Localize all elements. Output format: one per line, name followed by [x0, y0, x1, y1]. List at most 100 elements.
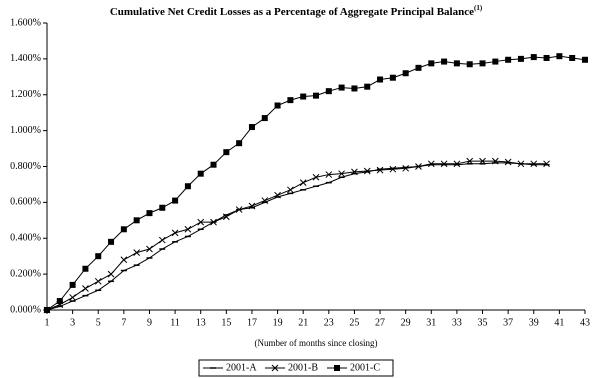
point-marker [44, 307, 50, 313]
x-tick-label: 37 [503, 317, 513, 328]
y-tick-label: 1.600% [10, 17, 41, 28]
point-marker [69, 294, 76, 301]
point-marker [415, 64, 422, 71]
point-marker [389, 74, 396, 81]
point-marker [271, 364, 279, 372]
point-marker [299, 179, 307, 186]
point-marker [172, 197, 179, 204]
x-tick-label: 43 [580, 317, 590, 328]
point-marker [351, 168, 358, 176]
y-tick-label: 0.000% [10, 304, 41, 315]
point-marker [505, 56, 512, 63]
point-marker [210, 161, 217, 168]
point-marker [517, 55, 524, 62]
series-line [46, 160, 547, 311]
x-tick-label: 31 [426, 317, 436, 328]
point-marker [133, 217, 140, 224]
point-marker [120, 256, 128, 264]
point-marker [569, 54, 576, 61]
x-tick-label: 33 [452, 317, 462, 328]
point-marker [274, 191, 281, 199]
y-tick-label: 1.200% [10, 89, 41, 100]
x-tick-label: 13 [196, 317, 206, 328]
point-marker [210, 218, 217, 226]
x-tick-label: 5 [96, 317, 101, 328]
point-marker [94, 277, 102, 285]
legend-label: 2001-A [226, 362, 257, 373]
point-marker [582, 56, 588, 63]
point-marker [492, 58, 499, 65]
point-marker [287, 97, 294, 104]
point-marker [491, 157, 499, 165]
point-marker [334, 365, 340, 371]
point-marker [376, 166, 384, 174]
point-marker [223, 149, 230, 156]
point-marker [107, 270, 115, 278]
point-marker [543, 160, 550, 168]
point-marker [453, 160, 461, 168]
point-marker [389, 165, 397, 173]
point-marker [530, 54, 537, 61]
point-marker [120, 226, 127, 233]
point-marker [338, 170, 345, 178]
point-marker [377, 76, 384, 83]
series-line [46, 162, 547, 311]
point-marker [300, 93, 307, 100]
point-marker [466, 61, 473, 68]
point-marker [159, 204, 166, 211]
y-tick-label: 0.200% [10, 268, 41, 279]
chart-title: Cumulative Net Credit Losses as a Percen… [110, 4, 483, 18]
x-tick-label: 39 [529, 317, 539, 328]
x-tick-label: 27 [375, 317, 385, 328]
point-marker [235, 206, 243, 213]
point-marker [69, 281, 76, 288]
legend-label: 2001-C [350, 362, 380, 373]
x-tick-label: 11 [170, 317, 180, 328]
point-marker [479, 60, 486, 67]
x-tick-label: 19 [273, 317, 283, 328]
point-marker [479, 157, 486, 165]
point-marker [517, 160, 525, 168]
point-marker [441, 58, 448, 65]
point-marker [184, 225, 192, 233]
x-tick-label: 25 [349, 317, 359, 328]
point-marker [287, 186, 294, 194]
x-tick-label: 23 [324, 317, 334, 328]
point-marker [158, 236, 166, 244]
point-marker [82, 285, 89, 292]
point-marker [197, 218, 205, 226]
point-marker [402, 70, 409, 77]
x-tick-label: 21 [298, 317, 308, 328]
legend-label: 2001-B [288, 362, 318, 373]
point-marker [338, 84, 345, 91]
point-marker [415, 163, 422, 170]
title-text: Cumulative Net Credit Losses as a Percen… [110, 6, 474, 18]
x-tick-label: 7 [121, 317, 126, 328]
point-marker [428, 60, 435, 67]
point-marker [466, 157, 474, 165]
point-marker [146, 210, 153, 217]
y-tick-label: 0.800% [10, 161, 41, 172]
point-marker [325, 88, 332, 95]
point-marker [351, 85, 358, 92]
x-tick-label: 35 [478, 317, 488, 328]
point-marker [325, 171, 333, 178]
point-marker [222, 213, 230, 221]
point-marker [440, 160, 448, 168]
point-marker [363, 167, 371, 175]
point-marker [556, 53, 563, 60]
point-marker [95, 253, 102, 260]
point-marker [313, 92, 319, 99]
point-marker [261, 197, 269, 204]
x-tick-label: 9 [147, 317, 152, 328]
x-axis-label: (Number of months since closing) [255, 338, 378, 348]
point-marker [402, 164, 410, 172]
point-marker [133, 249, 141, 256]
point-marker [364, 83, 371, 90]
y-tick-label: 1.000% [10, 125, 41, 136]
y-tick-label: 0.400% [10, 233, 41, 244]
point-marker [171, 229, 179, 237]
point-marker [543, 54, 550, 61]
point-marker [427, 160, 435, 168]
